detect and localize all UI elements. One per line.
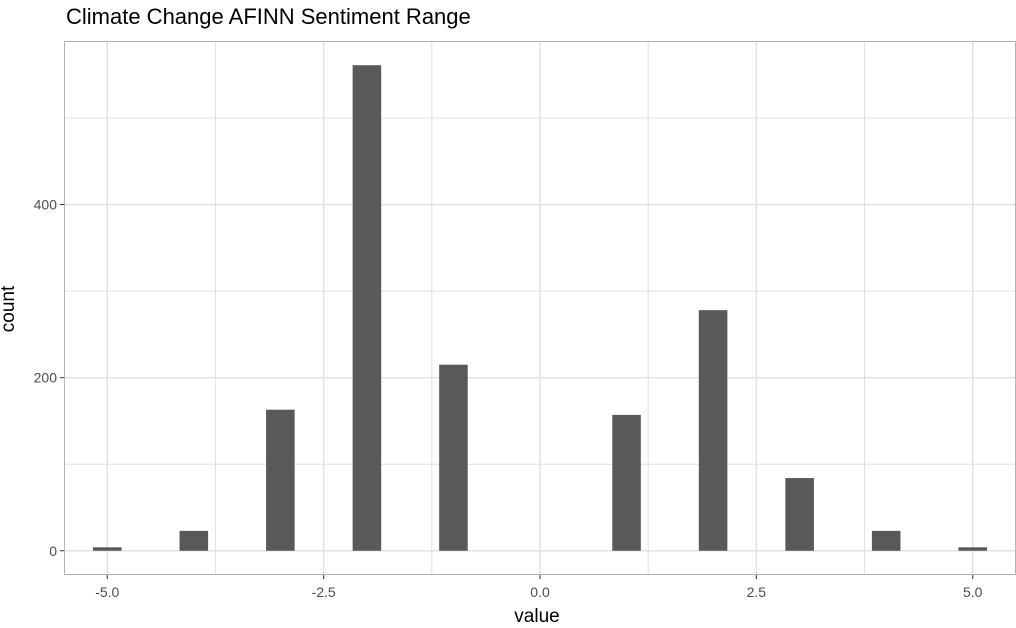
y-axis-ticks: 0 200 400: [34, 197, 64, 559]
bar: [871, 530, 901, 551]
bar: [785, 478, 814, 551]
x-tick-label: -5.0: [95, 584, 119, 600]
bar: [439, 364, 468, 551]
x-axis-label: value: [514, 606, 560, 627]
x-axis-label-row: value: [0, 606, 1016, 628]
y-tick-label: 400: [34, 197, 58, 213]
bar: [352, 65, 382, 551]
bar: [266, 409, 295, 551]
bars: [92, 65, 988, 551]
bar: [612, 414, 641, 551]
bar: [92, 547, 122, 551]
bar: [958, 547, 988, 551]
bar: [179, 530, 209, 551]
x-tick-label: -2.5: [312, 584, 336, 600]
x-tick-label: 0.0: [530, 584, 550, 600]
bar: [698, 310, 728, 551]
x-tick-label: 2.5: [747, 584, 767, 600]
major-gridlines: [64, 41, 1016, 575]
x-axis-ticks: -5.0 -2.5 0.0 2.5 5.0: [95, 575, 983, 600]
y-tick-label: 0: [49, 543, 57, 559]
y-axis-label: count: [0, 285, 19, 333]
y-tick-label: 200: [34, 370, 58, 386]
chart-title: Climate Change AFINN Sentiment Range: [66, 4, 471, 29]
x-tick-label: 5.0: [963, 584, 983, 600]
